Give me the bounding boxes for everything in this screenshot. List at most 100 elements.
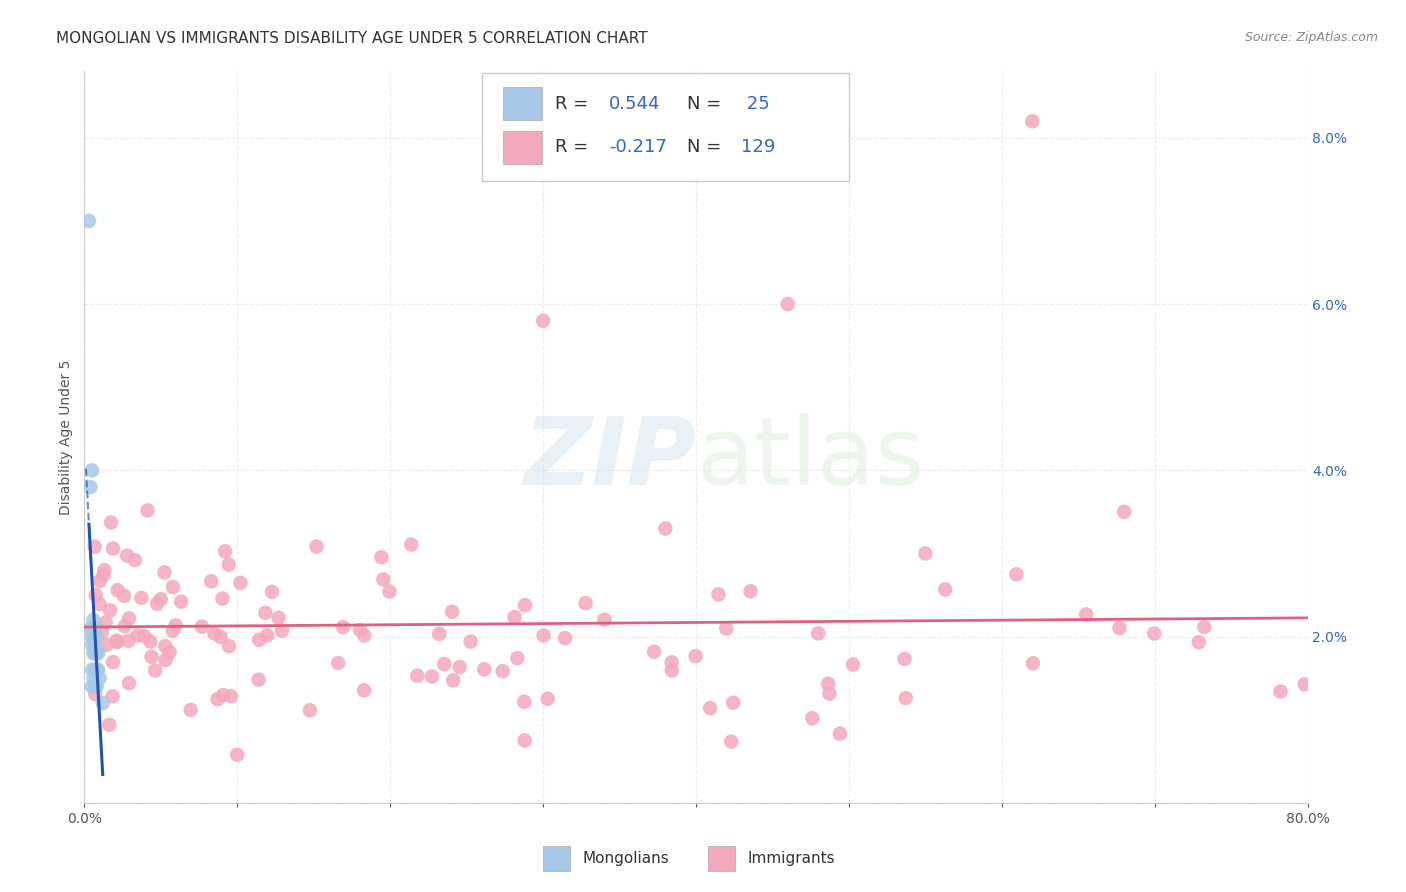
Point <box>134 629 156 643</box>
Point <box>661 656 683 670</box>
Point <box>90 625 112 640</box>
Point <box>420 669 443 683</box>
Point <box>89 574 111 588</box>
Point <box>94 615 117 630</box>
Point <box>260 584 283 599</box>
Text: -0.217: -0.217 <box>609 138 666 156</box>
Point <box>118 611 141 625</box>
Point <box>219 690 242 704</box>
Point <box>1143 626 1166 640</box>
Point <box>554 631 576 645</box>
Point <box>914 546 936 560</box>
Point <box>226 747 249 762</box>
Text: 25: 25 <box>741 95 770 112</box>
Point <box>740 584 762 599</box>
Text: 129: 129 <box>741 138 776 156</box>
Point <box>270 624 292 638</box>
FancyBboxPatch shape <box>482 73 849 181</box>
Point <box>79 480 101 494</box>
Point <box>101 690 124 704</box>
Point <box>100 516 122 530</box>
Point <box>807 626 830 640</box>
Point <box>370 550 392 565</box>
FancyBboxPatch shape <box>503 130 541 164</box>
Point <box>801 711 824 725</box>
Point <box>80 638 103 652</box>
Point <box>298 703 321 717</box>
Point <box>654 521 676 535</box>
Point <box>492 664 515 678</box>
Text: N =: N = <box>688 138 727 156</box>
Point <box>101 541 124 556</box>
Point <box>818 687 841 701</box>
Point <box>506 651 529 665</box>
Point <box>93 568 115 582</box>
Point <box>118 676 141 690</box>
Point <box>84 588 107 602</box>
Point <box>353 683 375 698</box>
Point <box>1114 505 1136 519</box>
Point <box>373 572 395 586</box>
Point <box>254 606 277 620</box>
Point <box>86 680 108 694</box>
Point <box>533 628 555 642</box>
Point <box>427 627 450 641</box>
Point <box>513 733 536 747</box>
Point <box>84 680 107 694</box>
Point <box>77 214 100 228</box>
Point <box>214 544 236 558</box>
Point <box>212 688 235 702</box>
Point <box>105 633 128 648</box>
Point <box>162 624 184 638</box>
Point <box>531 314 554 328</box>
Point <box>141 649 163 664</box>
Point <box>84 663 107 677</box>
Point <box>136 503 159 517</box>
Point <box>247 673 270 687</box>
Point <box>84 646 107 660</box>
FancyBboxPatch shape <box>543 846 569 871</box>
Point <box>162 580 184 594</box>
Point <box>124 553 146 567</box>
Point <box>80 663 103 677</box>
Point <box>537 691 560 706</box>
Point <box>378 584 401 599</box>
Point <box>229 575 252 590</box>
Point <box>406 669 429 683</box>
Point <box>643 645 665 659</box>
Point <box>305 540 328 554</box>
Point <box>83 646 105 660</box>
Point <box>256 628 278 642</box>
Text: atlas: atlas <box>696 413 924 505</box>
Point <box>1270 684 1292 698</box>
Point <box>153 566 176 580</box>
Point <box>84 638 107 652</box>
Text: R =: R = <box>555 95 595 112</box>
Point <box>79 621 101 635</box>
Point <box>1005 567 1028 582</box>
Point <box>1108 621 1130 635</box>
Point <box>87 663 110 677</box>
Point <box>83 540 105 554</box>
Point <box>433 657 456 672</box>
Point <box>720 734 742 748</box>
Text: Mongolians: Mongolians <box>582 851 669 866</box>
Point <box>80 680 103 694</box>
Point <box>115 549 138 563</box>
Point <box>83 630 105 644</box>
Point <box>149 592 172 607</box>
Point <box>89 671 111 685</box>
Point <box>716 622 738 636</box>
FancyBboxPatch shape <box>503 87 541 120</box>
Text: Source: ZipAtlas.com: Source: ZipAtlas.com <box>1244 31 1378 45</box>
Point <box>191 620 214 634</box>
Point <box>593 613 616 627</box>
FancyBboxPatch shape <box>709 846 735 871</box>
Point <box>207 692 229 706</box>
Text: N =: N = <box>688 95 727 112</box>
Point <box>86 630 108 644</box>
Point <box>513 598 536 612</box>
Point <box>143 664 166 678</box>
Point <box>1021 114 1043 128</box>
Point <box>1194 620 1216 634</box>
